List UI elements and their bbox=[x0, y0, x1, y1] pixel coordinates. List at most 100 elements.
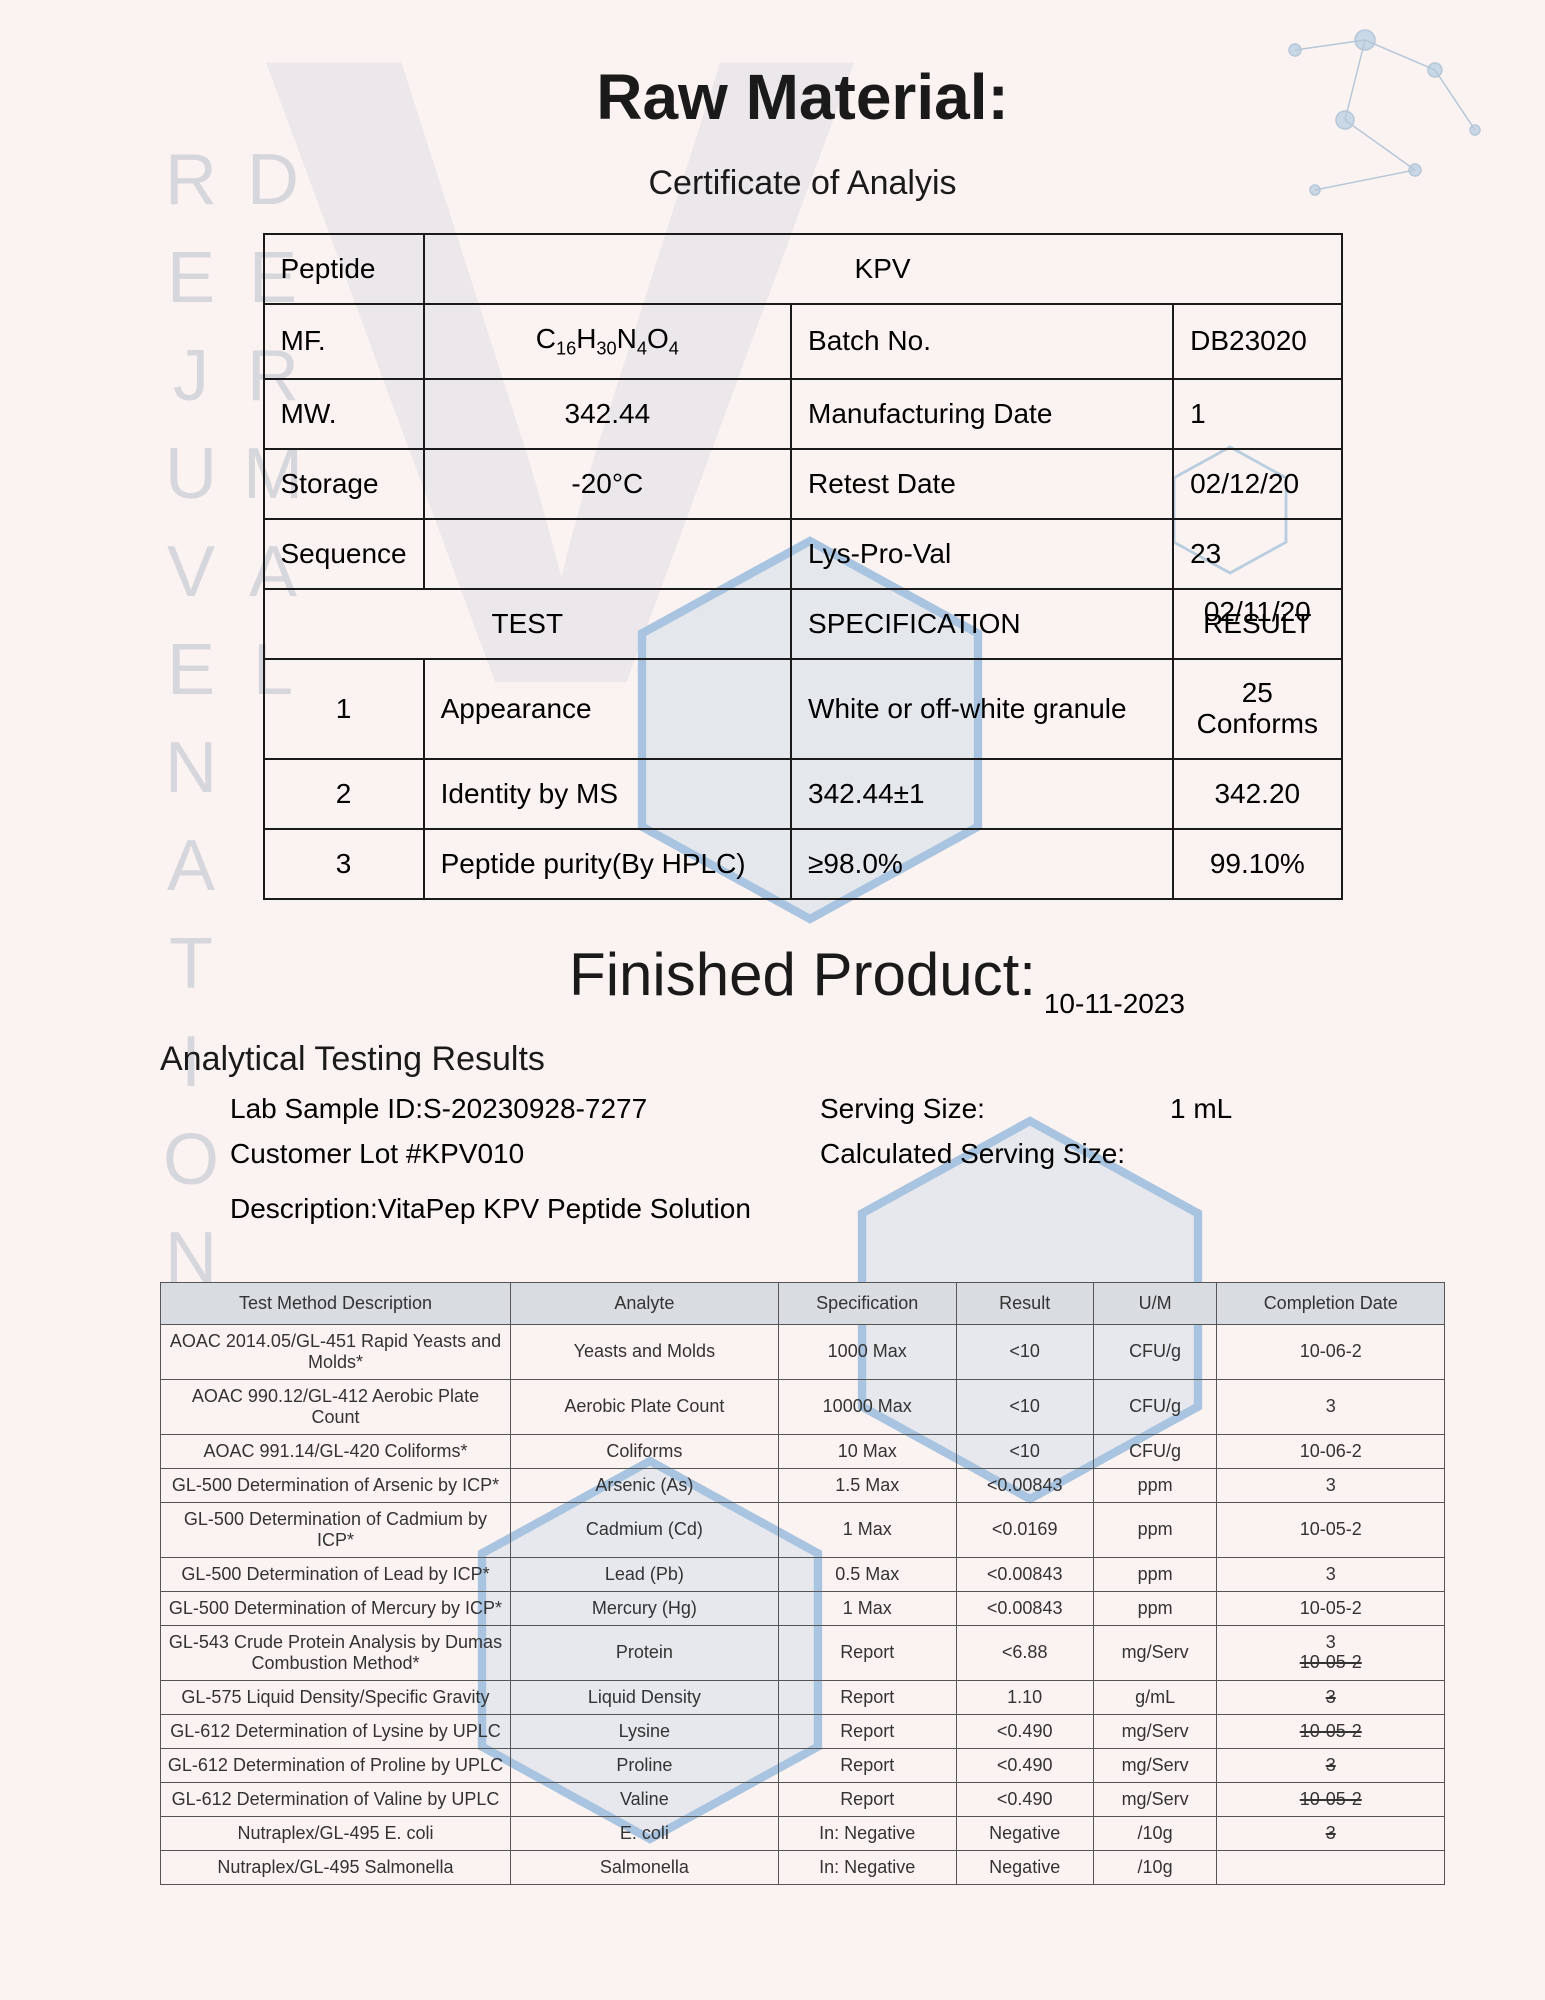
results-table: Test Method Description Analyte Specific… bbox=[160, 1282, 1445, 1885]
cell-completion-date: 10-05-2 bbox=[1217, 1714, 1445, 1748]
table-header-row: Test Method Description Analyte Specific… bbox=[161, 1282, 1445, 1324]
cell-unit: ppm bbox=[1093, 1557, 1217, 1591]
cell-unit: CFU/g bbox=[1093, 1379, 1217, 1434]
cell-specification: 0.5 Max bbox=[778, 1557, 956, 1591]
table-row: AOAC 2014.05/GL-451 Rapid Yeasts and Mol… bbox=[161, 1324, 1445, 1379]
cell-completion-date: 10-05-2 bbox=[1217, 1591, 1445, 1625]
cell-specification: 1000 Max bbox=[778, 1324, 956, 1379]
cell-method: GL-500 Determination of Mercury by ICP* bbox=[161, 1591, 511, 1625]
cell-method: Nutraplex/GL-495 Salmonella bbox=[161, 1850, 511, 1884]
col-header: SPECIFICATION bbox=[791, 589, 1173, 659]
cell-specification: 342.44±1 bbox=[791, 759, 1173, 829]
cell-result: <10 bbox=[956, 1324, 1093, 1379]
cell-unit: /10g bbox=[1093, 1850, 1217, 1884]
cell-unit: CFU/g bbox=[1093, 1434, 1217, 1468]
cell-value: C16H30N4O4 bbox=[424, 304, 791, 379]
cell-specification: ≥98.0% bbox=[791, 829, 1173, 899]
cell-unit: ppm bbox=[1093, 1591, 1217, 1625]
cell-value: DB23020 bbox=[1173, 304, 1341, 379]
cell-test-name: Appearance bbox=[424, 659, 791, 760]
analytical-results-heading: Analytical Testing Results bbox=[160, 1040, 1445, 1079]
cell-method: AOAC 991.14/GL-420 Coliforms* bbox=[161, 1434, 511, 1468]
table-row: 2Identity by MS342.44±1342.20 bbox=[264, 759, 1342, 829]
cell-specification: 1 Max bbox=[778, 1502, 956, 1557]
cell-label: Batch No. bbox=[791, 304, 1173, 379]
cell-completion-date: 3 bbox=[1217, 1468, 1445, 1502]
calc-serving-label: Calculated Serving Size: bbox=[820, 1132, 1170, 1177]
cell-label: Lys-Pro-Val bbox=[791, 519, 1173, 589]
cell-specification: 10000 Max bbox=[778, 1379, 956, 1434]
cell-analyte: Coliforms bbox=[511, 1434, 779, 1468]
table-row: MF. C16H30N4O4 Batch No. DB23020 bbox=[264, 304, 1342, 379]
table-row: MW. 342.44 Manufacturing Date 1 bbox=[264, 379, 1342, 449]
cell-result: <0.490 bbox=[956, 1748, 1093, 1782]
page-subtitle: Certificate of Analyis bbox=[160, 164, 1445, 203]
serving-size-value: 1 mL bbox=[1170, 1087, 1320, 1132]
cell-analyte: Cadmium (Cd) bbox=[511, 1502, 779, 1557]
customer-lot: Customer Lot #KPV010 bbox=[230, 1132, 820, 1177]
calc-serving-value bbox=[1170, 1132, 1320, 1177]
cell-specification: 10 Max bbox=[778, 1434, 956, 1468]
cell-label: Manufacturing Date bbox=[791, 379, 1173, 449]
table-header-row: TEST SPECIFICATION 02/11/20 RESULT bbox=[264, 589, 1342, 659]
table-row: Sequence Lys-Pro-Val 23 bbox=[264, 519, 1342, 589]
cell-specification: Report bbox=[778, 1748, 956, 1782]
cell-result: <0.490 bbox=[956, 1714, 1093, 1748]
cell-completion-date: 3 bbox=[1217, 1379, 1445, 1434]
table-row: Storage -20°C Retest Date 02/12/20 bbox=[264, 449, 1342, 519]
cell-completion-date: 10-06-2 bbox=[1217, 1434, 1445, 1468]
cell-value: 02/12/20 bbox=[1173, 449, 1341, 519]
cell-result: Negative bbox=[956, 1850, 1093, 1884]
col-header: Analyte bbox=[511, 1282, 779, 1324]
cell-completion-date: 3 bbox=[1217, 1680, 1445, 1714]
cell-test-name: Peptide purity(By HPLC) bbox=[424, 829, 791, 899]
certificate-of-analysis-table: Peptide KPV MF. C16H30N4O4 Batch No. DB2… bbox=[263, 233, 1343, 900]
cell-label: MF. bbox=[264, 304, 424, 379]
cell-analyte: Arsenic (As) bbox=[511, 1468, 779, 1502]
cell-specification: 1 Max bbox=[778, 1591, 956, 1625]
cell-method: GL-500 Determination of Cadmium by ICP* bbox=[161, 1502, 511, 1557]
cell-label: Peptide bbox=[264, 234, 424, 304]
page-title: Raw Material: bbox=[160, 60, 1445, 134]
cell-value: 342.44 bbox=[424, 379, 791, 449]
cell-specification: 1.5 Max bbox=[778, 1468, 956, 1502]
cell-result: <10 bbox=[956, 1434, 1093, 1468]
cell-result: 1.10 bbox=[956, 1680, 1093, 1714]
cell-test-number: 1 bbox=[264, 659, 424, 760]
cell-specification: Report bbox=[778, 1680, 956, 1714]
cell-analyte: Proline bbox=[511, 1748, 779, 1782]
cell-completion-date: 3 bbox=[1217, 1748, 1445, 1782]
cell-method: GL-500 Determination of Arsenic by ICP* bbox=[161, 1468, 511, 1502]
cell-analyte: Salmonella bbox=[511, 1850, 779, 1884]
cell-completion-date: 10-05-2 bbox=[1217, 1782, 1445, 1816]
table-row: GL-612 Determination of Valine by UPLCVa… bbox=[161, 1782, 1445, 1816]
cell-label: Storage bbox=[264, 449, 424, 519]
cell-analyte: Lead (Pb) bbox=[511, 1557, 779, 1591]
col-header: Completion Date bbox=[1217, 1282, 1445, 1324]
table-row: Nutraplex/GL-495 SalmonellaSalmonellaIn:… bbox=[161, 1850, 1445, 1884]
cell-value: 23 bbox=[1173, 519, 1341, 589]
cell-result: <10 bbox=[956, 1379, 1093, 1434]
cell-value bbox=[424, 519, 791, 589]
cell-analyte: Protein bbox=[511, 1625, 779, 1680]
cell-method: AOAC 990.12/GL-412 Aerobic Plate Count bbox=[161, 1379, 511, 1434]
serving-size-label: Serving Size: bbox=[820, 1087, 1170, 1132]
cell-result: 25Conforms bbox=[1173, 659, 1341, 760]
table-row: AOAC 991.14/GL-420 Coliforms*Coliforms10… bbox=[161, 1434, 1445, 1468]
cell-method: GL-612 Determination of Valine by UPLC bbox=[161, 1782, 511, 1816]
table-row: GL-612 Determination of Proline by UPLCP… bbox=[161, 1748, 1445, 1782]
cell-specification: In: Negative bbox=[778, 1816, 956, 1850]
cell-result: <0.0169 bbox=[956, 1502, 1093, 1557]
col-header: TEST bbox=[264, 589, 792, 659]
cell-result: <6.88 bbox=[956, 1625, 1093, 1680]
cell-label: Retest Date bbox=[791, 449, 1173, 519]
cell-analyte: Liquid Density bbox=[511, 1680, 779, 1714]
cell-unit: ppm bbox=[1093, 1502, 1217, 1557]
cell-label: Sequence bbox=[264, 519, 424, 589]
cell-test-number: 2 bbox=[264, 759, 424, 829]
table-row: Peptide KPV bbox=[264, 234, 1342, 304]
cell-method: GL-500 Determination of Lead by ICP* bbox=[161, 1557, 511, 1591]
cell-completion-date: 310-05-2 bbox=[1217, 1625, 1445, 1680]
cell-test-number: 3 bbox=[264, 829, 424, 899]
cell-completion-date: 10-06-2 bbox=[1217, 1324, 1445, 1379]
